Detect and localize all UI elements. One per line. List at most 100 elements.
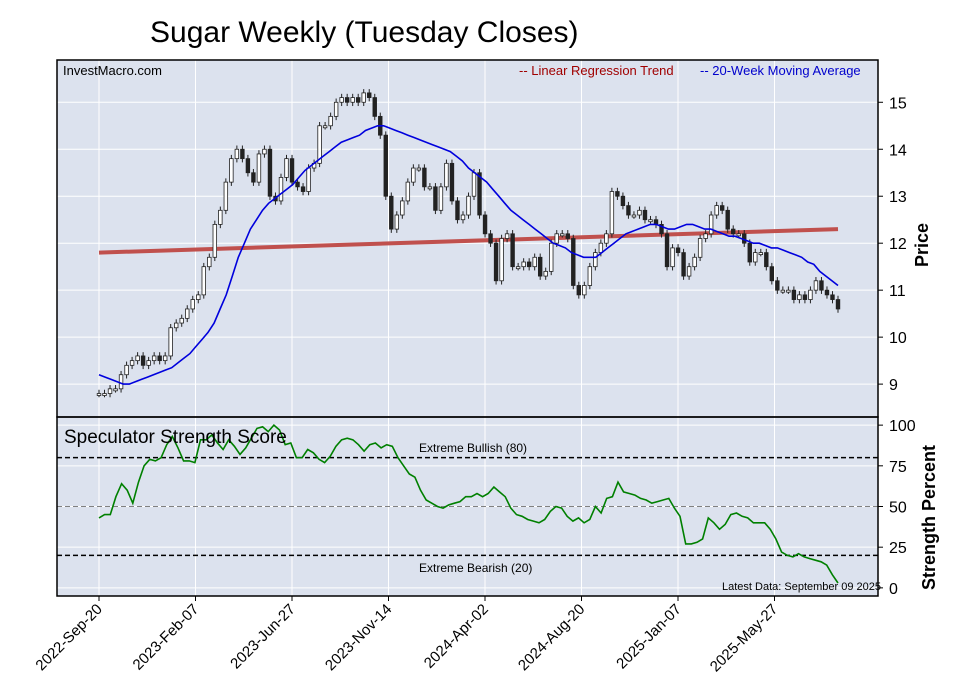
x-tick-label: 2025-May-27 (707, 601, 782, 676)
candle-body (560, 233, 565, 237)
price-tick-label: 13 (889, 189, 907, 206)
strength-panel-title: Speculator Strength Score (64, 427, 287, 448)
candle-body (328, 115, 333, 127)
candle-body (609, 191, 615, 235)
candle-body (504, 233, 510, 239)
candle-body (96, 393, 102, 396)
strength-axis-label: Strength Percent (919, 445, 939, 590)
candle-body (510, 233, 515, 268)
moving-average-polyline (98, 125, 839, 385)
candle-body (245, 158, 251, 174)
candle-body (736, 233, 741, 237)
candle-body (416, 167, 422, 171)
candle-body (747, 242, 752, 263)
candle-body (333, 101, 339, 117)
candle-body (670, 247, 675, 268)
strength-polyline (98, 423, 839, 584)
candle-body (361, 92, 366, 103)
candle-body (819, 280, 824, 291)
candle-body (383, 134, 388, 197)
legend-moving-average: -- 20-Week Moving Average (700, 63, 861, 78)
strength-tick-label: 75 (889, 459, 907, 476)
price-tick-label: 12 (889, 236, 907, 253)
candle-body (714, 205, 719, 216)
price-tick-label: 11 (889, 283, 906, 300)
candle-body (394, 214, 400, 230)
price-tick-label: 10 (889, 330, 907, 347)
candle-body (129, 360, 135, 366)
candle-body (637, 209, 642, 216)
candle-body (207, 256, 212, 268)
candle-body (648, 219, 653, 223)
candle-body (830, 294, 835, 300)
regression-line (98, 227, 839, 255)
candle-body (604, 233, 609, 244)
candle-body (449, 162, 455, 202)
candle-body (813, 280, 819, 291)
candle-body (753, 252, 758, 263)
candle-body (477, 172, 482, 216)
candle-body (405, 181, 411, 202)
candle-body (174, 322, 179, 329)
legend-regression: -- Linear Regression Trend (519, 63, 674, 78)
candle-body (543, 270, 548, 277)
candle-body (113, 388, 118, 392)
candle-body (515, 266, 521, 270)
candle-body (797, 294, 802, 300)
candle-body (554, 233, 559, 244)
candle-body (692, 256, 697, 268)
candle-body (659, 224, 664, 235)
candle-body (620, 195, 626, 207)
strength-tick-label: 0 (889, 581, 898, 598)
strength-tick-label: 25 (889, 540, 907, 557)
source-label: InvestMacro.com (63, 63, 162, 78)
candle-body (190, 299, 195, 310)
candle-body (780, 289, 786, 293)
candle-body (482, 214, 488, 235)
candle-body (196, 294, 201, 300)
price-tick-label: 14 (889, 142, 907, 159)
strength-score-line (98, 423, 839, 584)
candle-body (234, 148, 240, 160)
regression-trend-line (98, 227, 839, 255)
candle-body (124, 364, 129, 376)
candle-body (571, 238, 576, 286)
price-tick-label: 9 (889, 377, 898, 394)
candle-body (719, 205, 725, 211)
candle-body (146, 360, 151, 366)
candle-body (686, 266, 692, 277)
strength-threshold-lines (57, 456, 878, 557)
candle-body (824, 289, 830, 296)
candle-body (769, 266, 775, 282)
strength-tick-label: 100 (889, 418, 916, 435)
candle-body (593, 252, 598, 268)
extreme-bearish-label: Extreme Bearish (20) (419, 561, 532, 575)
candle-body (786, 289, 791, 293)
candle-body (162, 355, 168, 362)
candle-body (549, 242, 554, 272)
price-axis-ticks: 9 10 11 12 13 14 15 (878, 95, 907, 394)
candle-body (460, 214, 466, 221)
x-tick-label: 2023-Jun-27 (227, 601, 299, 673)
candle-body (295, 181, 300, 188)
candle-body (758, 252, 763, 255)
candle-body (140, 355, 146, 366)
candle-body (526, 261, 532, 268)
candle-body (576, 285, 581, 296)
candle-body (582, 285, 587, 296)
x-tick-label: 2024-Aug-20 (515, 601, 588, 674)
candle-body (493, 242, 499, 282)
candle-body (675, 247, 681, 253)
candle-body (537, 256, 543, 277)
candle-body (681, 252, 686, 277)
x-tick-label: 2024-Apr-02 (421, 601, 492, 672)
candle-body (151, 355, 157, 362)
x-tick-label: 2023-Feb-07 (130, 601, 203, 674)
candle-body (201, 266, 206, 296)
candle-body (367, 92, 372, 98)
candle-body (427, 186, 433, 190)
candle-body (466, 195, 471, 216)
candle-body (598, 242, 604, 253)
candle-body (411, 167, 416, 183)
x-axis-ticks: 2022-Sep-20 2023-Feb-07 2023-Jun-27 2023-No… (32, 596, 781, 675)
